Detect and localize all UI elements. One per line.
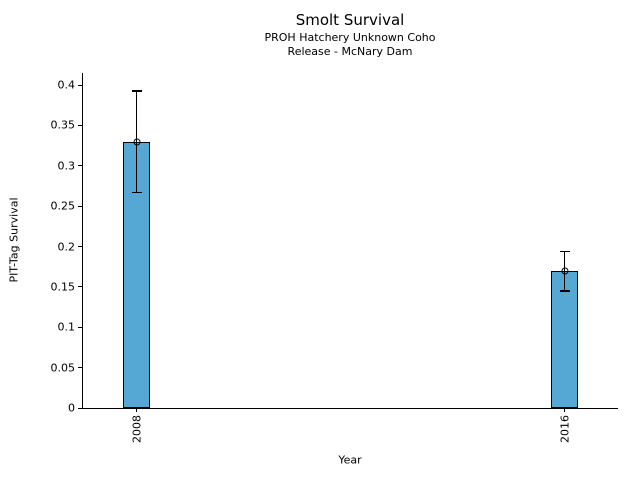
y-tick-mark [78,407,82,409]
y-tick-mark [78,367,82,369]
y-tick-mark [78,326,82,328]
x-tick-label-text-2008: 2008 [130,415,143,443]
marker-circle-2008 [133,138,140,146]
x-axis-label: Year [338,453,362,467]
y-tick-label: 0.25 [50,199,76,213]
y-tick-mark [78,205,82,207]
y-tick-label: 0 [68,401,75,415]
y-tick-mark [78,84,82,86]
y-axis-label: PIT-Tag Survival [7,197,21,283]
y-tick-label: 0.2 [57,240,76,254]
chart-subtitle-line2: Release - McNary Dam [287,45,413,58]
y-tick-label: 0.3 [57,159,76,173]
x-tick-mark-2016 [564,408,565,412]
y-tick-mark [78,165,82,167]
error-cap-bottom-2008 [131,191,142,194]
error-cap-top-2008 [131,90,142,92]
y-tick-label: 0.15 [50,280,76,294]
y-tick-label: 0.1 [57,320,76,334]
marker-circle-2016 [561,267,568,275]
y-tick-label: 0.4 [57,78,76,92]
chart-subtitle-line1: PROH Hatchery Unknown Coho [264,31,436,44]
error-cap-top-2016 [559,250,570,253]
bar-2016 [551,270,578,408]
x-tick-label-2016: 2016 [558,415,571,447]
y-tick-label: 0.05 [50,361,76,375]
y-tick-mark [78,246,82,248]
x-tick-mark-2008 [136,408,137,412]
y-tick-mark [78,286,82,288]
y-tick-label: 0.35 [50,118,76,132]
chart-title: Smolt Survival [295,11,405,29]
x-tick-label-2008: 2008 [130,415,143,447]
x-tick-label-text-2016: 2016 [558,415,571,443]
error-cap-bottom-2016 [559,290,570,292]
plot-area: 0 0.05 0.1 0.15 0.2 0.25 0.3 0.35 0.4 2008 2016 [51,73,618,443]
y-tick-mark [78,124,82,126]
